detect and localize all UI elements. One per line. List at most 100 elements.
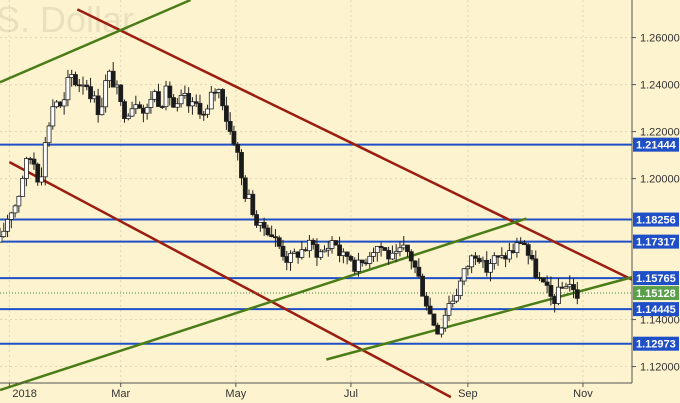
last-price-text: 1.15128: [636, 288, 676, 300]
candle-body: [374, 245, 380, 254]
candlestick-series: [0, 61, 580, 338]
candle-body: [273, 236, 278, 239]
candle-body: [12, 205, 18, 214]
candle-body: [544, 281, 550, 286]
candle-body: [276, 237, 282, 247]
candle-body: [190, 101, 195, 107]
time-axis: 2018 Mar May Jul Sep Nov: [8, 383, 593, 400]
candle-body: [310, 239, 316, 245]
candle-body: [461, 268, 467, 282]
level-label-text: 1.21444: [636, 140, 677, 152]
candle-body: [378, 245, 384, 249]
candle-body: [318, 251, 324, 258]
candle-body: [367, 255, 373, 264]
candle-body: [220, 89, 226, 107]
x-tick-label: May: [225, 388, 246, 400]
x-tick-label: Mar: [111, 388, 130, 400]
candle-body: [397, 247, 403, 252]
candle-body: [73, 74, 78, 86]
y-tick-label: 1.26000: [640, 33, 680, 45]
candle-body: [314, 244, 320, 258]
level-label-box: [633, 336, 679, 351]
candle-body: [118, 84, 124, 103]
candle-body: [540, 277, 546, 283]
last-price-box: [633, 286, 679, 301]
candle-body: [20, 178, 26, 197]
candle-body: [322, 249, 327, 253]
candle-body: [61, 99, 67, 107]
candle-body: [110, 70, 116, 88]
candle-body: [412, 260, 418, 268]
candle-body: [122, 101, 127, 120]
level-labels: 1.21444 1.18256 1.17317 1.15765 1.14445 1.129…: [633, 137, 679, 351]
candle-body: [42, 142, 48, 178]
candle-body: [446, 303, 452, 316]
candle-body: [31, 158, 37, 165]
trendlines: [0, 0, 633, 399]
level-label-text: 1.18256: [636, 215, 676, 227]
candle-body: [563, 286, 569, 289]
candle-body: [193, 101, 199, 104]
candle-body: [156, 91, 161, 107]
candle-body: [514, 242, 520, 253]
candle-body: [24, 158, 29, 179]
candle-body: [356, 259, 361, 272]
candle-body: [439, 327, 444, 335]
y-tick-label: 1.12000: [640, 362, 680, 374]
candle-body: [250, 193, 256, 215]
candle-body: [390, 252, 395, 260]
candle-body: [269, 234, 275, 238]
vertical-grid: [8, 0, 584, 383]
y-tick-label: 1.20000: [640, 174, 680, 186]
level-label-box: [633, 271, 679, 286]
candle-body: [288, 253, 293, 263]
candle-body: [556, 286, 561, 304]
candle-body: [242, 177, 248, 199]
candle-body: [359, 259, 365, 264]
y-tick-label: 1.14000: [640, 315, 680, 327]
candle-body: [469, 255, 475, 268]
candle-body: [423, 295, 429, 307]
candle-body: [306, 239, 312, 252]
x-tick-label: Sep: [458, 388, 478, 400]
candle-body: [125, 115, 131, 120]
candle-body: [129, 108, 135, 117]
candle-body: [344, 251, 350, 257]
candle-body: [35, 163, 41, 183]
candle-body: [8, 212, 14, 220]
candle-body: [457, 280, 463, 296]
trendline: [0, 0, 192, 84]
candle-body: [427, 305, 433, 315]
candle-body: [450, 300, 456, 304]
trendline: [326, 276, 633, 361]
level-label-text: 1.15765: [636, 273, 676, 285]
candle-body: [420, 275, 425, 297]
last-price-label: 1.15128: [633, 286, 679, 301]
candle-body: [337, 244, 342, 257]
candle-body: [348, 256, 354, 261]
level-label-box: [633, 302, 679, 317]
candle-body: [174, 103, 180, 108]
candle-body: [84, 84, 90, 88]
trendline: [8, 161, 452, 399]
candle-body: [506, 250, 512, 260]
candle-body: [488, 263, 493, 273]
candle-body: [235, 143, 241, 153]
level-label-text: 1.17317: [636, 237, 676, 249]
candle-body: [148, 98, 154, 108]
candle-body: [525, 244, 531, 256]
x-tick-label: Jul: [344, 388, 358, 400]
candle-body: [88, 86, 93, 100]
price-axis: 1.26000 1.24000 1.22000 1.20000 1.14000 1.120…: [632, 33, 680, 374]
level-label-text: 1.12973: [636, 339, 676, 351]
candle-body: [167, 85, 173, 98]
level-label-box: [633, 234, 679, 249]
candle-body: [473, 255, 478, 259]
candle-body: [529, 254, 535, 260]
candle-body: [254, 214, 259, 226]
candle-body: [197, 102, 203, 115]
candle-body: [205, 108, 210, 115]
y-tick-label: 1.22000: [640, 127, 680, 139]
